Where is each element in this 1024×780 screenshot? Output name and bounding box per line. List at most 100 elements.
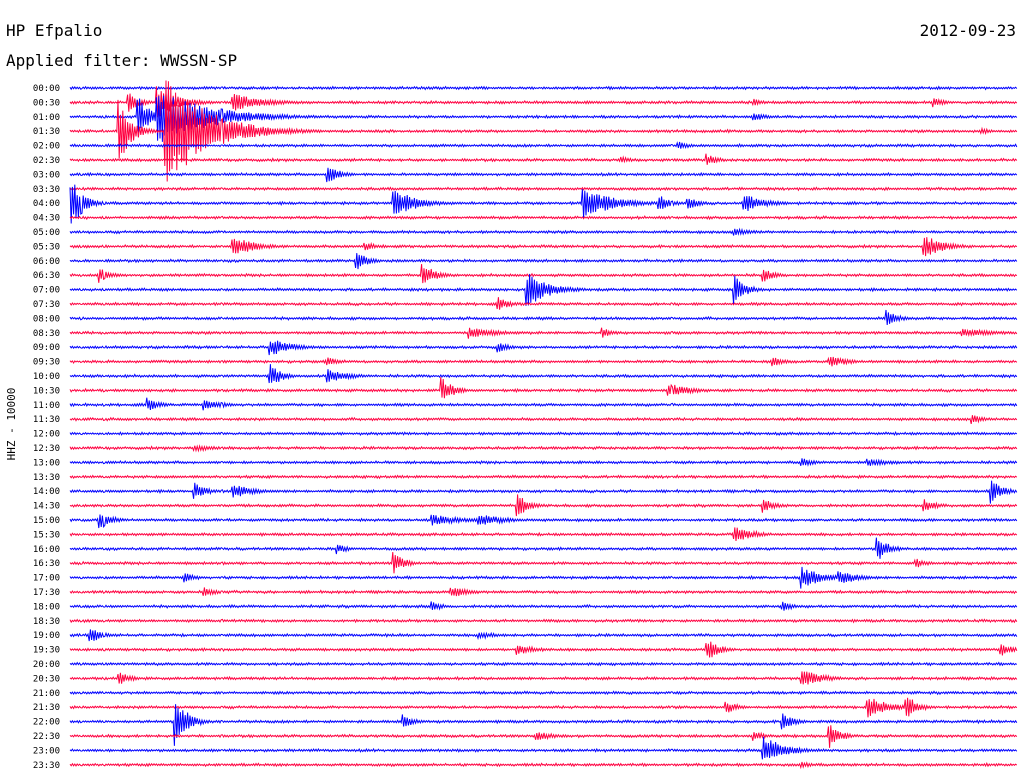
trace-line <box>69 297 1018 310</box>
trace-line <box>69 661 1018 667</box>
trace-line <box>69 480 1018 504</box>
trace-line <box>69 736 1018 760</box>
row-time-label: 08:30 <box>33 329 60 339</box>
trace-line <box>69 184 1018 224</box>
row-time-label: 01:30 <box>33 127 60 137</box>
row-time-label: 02:00 <box>33 142 60 152</box>
row-time-label: 11:30 <box>33 415 60 425</box>
row-time-label: 12:30 <box>33 444 60 454</box>
row-time-label: 13:00 <box>33 458 60 468</box>
row-time-label: 20:00 <box>33 660 60 670</box>
row-time-label: 08:00 <box>33 314 60 324</box>
trace-line <box>69 527 1018 541</box>
trace-line <box>69 601 1018 611</box>
trace-line <box>69 85 1018 91</box>
trace-line <box>69 704 1018 746</box>
row-time-label: 11:00 <box>33 401 60 411</box>
trace-line <box>69 274 1018 306</box>
trace-line <box>69 474 1018 480</box>
row-time-label: 12:00 <box>33 430 60 440</box>
row-time-label: 14:00 <box>33 487 60 497</box>
trace-line <box>69 566 1018 589</box>
row-time-label: 15:00 <box>33 516 60 526</box>
trace-line <box>69 671 1018 685</box>
trace-rows: 00:00 00:30 01:00 01:30 02:00 02:30 03:00 03:30… <box>33 80 1018 771</box>
row-time-label: 22:30 <box>33 732 60 742</box>
row-time-label: 21:30 <box>33 703 60 713</box>
row-time-label: 16:30 <box>33 559 60 569</box>
y-axis-label: HHZ - 10000 <box>5 388 18 461</box>
row-time-label: 03:00 <box>33 170 60 180</box>
trace-line <box>69 761 1018 770</box>
trace-line <box>69 397 1018 411</box>
trace-line <box>69 186 1018 192</box>
station-title: HP Efpalio <box>6 21 102 40</box>
trace-line <box>69 95 1018 142</box>
row-time-label: 19:00 <box>33 631 60 641</box>
date-label: 2012-09-23 <box>920 21 1016 40</box>
trace-line <box>69 725 1018 748</box>
row-time-label: 17:30 <box>33 588 60 598</box>
trace-line <box>69 237 1018 257</box>
row-time-label: 06:30 <box>33 271 60 281</box>
trace-line <box>69 641 1018 658</box>
trace-line <box>69 514 1018 529</box>
row-time-label: 21:00 <box>33 689 60 699</box>
row-time-label: 22:00 <box>33 718 60 728</box>
row-time-label: 03:30 <box>33 185 60 195</box>
row-time-label: 00:30 <box>33 98 60 108</box>
trace-line <box>69 587 1018 597</box>
trace-line <box>69 215 1018 221</box>
row-time-label: 18:00 <box>33 602 60 612</box>
row-time-label: 04:00 <box>33 199 60 209</box>
row-time-label: 15:30 <box>33 530 60 540</box>
trace-line <box>69 309 1018 325</box>
trace-line <box>69 430 1018 436</box>
row-time-label: 05:00 <box>33 228 60 238</box>
trace-line <box>69 494 1018 517</box>
row-time-label: 07:00 <box>33 286 60 296</box>
trace-line <box>69 141 1018 150</box>
row-time-label: 19:30 <box>33 646 60 656</box>
trace-line <box>69 537 1018 559</box>
row-time-label: 01:00 <box>33 113 60 123</box>
trace-line <box>69 167 1018 183</box>
trace-line <box>69 552 1018 574</box>
row-time-label: 09:00 <box>33 343 60 353</box>
row-time-label: 17:00 <box>33 574 60 584</box>
row-time-label: 18:30 <box>33 617 60 627</box>
row-time-label: 10:30 <box>33 386 60 396</box>
row-time-label: 07:30 <box>33 300 60 310</box>
filter-label: Applied filter: WWSSN-SP <box>6 51 237 70</box>
trace-line <box>69 340 1018 356</box>
trace-line <box>69 153 1018 165</box>
row-time-label: 06:00 <box>33 257 60 267</box>
row-time-label: 04:30 <box>33 214 60 224</box>
trace-line <box>69 227 1018 236</box>
trace-line <box>69 377 1018 399</box>
trace-line <box>69 364 1018 384</box>
trace-line <box>69 356 1018 367</box>
trace-line <box>69 264 1018 284</box>
row-time-label: 09:30 <box>33 358 60 368</box>
row-time-label: 13:30 <box>33 473 60 483</box>
row-time-label: 16:00 <box>33 545 60 555</box>
row-time-label: 14:30 <box>33 502 60 512</box>
trace-line <box>69 80 1018 182</box>
trace-line <box>69 618 1018 624</box>
trace-line <box>69 458 1018 467</box>
trace-line <box>69 415 1018 425</box>
trace-line <box>69 253 1018 270</box>
row-time-label: 00:00 <box>33 84 60 94</box>
row-time-label: 02:30 <box>33 156 60 166</box>
trace-line <box>69 327 1018 339</box>
row-time-label: 23:30 <box>33 761 60 771</box>
row-time-label: 10:00 <box>33 372 60 382</box>
trace-line <box>69 697 1018 718</box>
row-time-label: 20:30 <box>33 674 60 684</box>
trace-line <box>69 86 1018 118</box>
trace-line <box>69 690 1018 696</box>
row-time-label: 05:30 <box>33 242 60 252</box>
trace-line <box>69 444 1018 453</box>
